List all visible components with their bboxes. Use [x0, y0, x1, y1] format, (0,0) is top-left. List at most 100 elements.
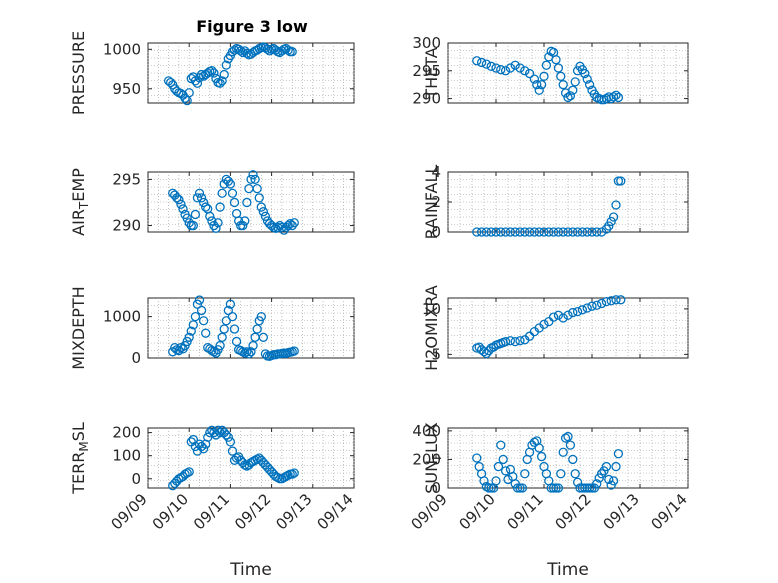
data-point — [289, 468, 299, 478]
data-point — [582, 227, 592, 237]
data-point — [493, 461, 504, 472]
data-point — [186, 326, 196, 336]
x-tick-label: 09/12 — [231, 490, 274, 533]
data-point — [536, 451, 547, 462]
data-point — [491, 227, 501, 237]
data-point — [242, 197, 252, 208]
data-point — [192, 193, 203, 203]
data-point — [221, 60, 231, 70]
data-point — [608, 212, 619, 222]
data-point — [570, 77, 580, 87]
data-point — [227, 446, 238, 456]
data-point — [260, 211, 271, 221]
data-point — [491, 63, 501, 73]
data-point — [258, 207, 269, 217]
data-point — [611, 90, 621, 100]
data-point — [524, 68, 535, 79]
data-point — [505, 63, 516, 73]
data-point — [198, 316, 209, 326]
subplot-terr_msl: 0 100 200 TERRMSL 09/0909/1009/1109/1209/130… — [69, 422, 357, 580]
data-point — [240, 460, 250, 470]
data-point — [611, 461, 621, 472]
data-point — [582, 303, 592, 313]
x-tick-label: 09/09 — [408, 490, 451, 533]
data-point — [539, 319, 549, 330]
data-point — [225, 179, 236, 189]
y-tick-label: 0 — [431, 223, 441, 241]
y-tick-label: 0 — [131, 470, 141, 488]
data-point — [196, 69, 207, 80]
data-point — [289, 218, 299, 228]
data-point — [539, 71, 549, 81]
data-point — [196, 305, 207, 316]
subplot-mixdepth: 0 1000 MIXDEPTH — [69, 286, 355, 370]
data-point — [486, 61, 496, 71]
data-point — [500, 66, 511, 76]
data-point — [174, 345, 184, 356]
data-point — [223, 432, 233, 442]
data-point — [479, 346, 489, 357]
data-point — [534, 85, 544, 95]
data-point — [205, 427, 215, 438]
data-point — [213, 425, 223, 435]
data-point — [556, 71, 566, 81]
data-point — [472, 453, 482, 463]
data-point — [248, 170, 258, 180]
data-point — [515, 336, 525, 346]
data-point — [563, 227, 573, 237]
data-point — [616, 176, 626, 186]
data-point — [192, 78, 203, 88]
data-point — [529, 74, 540, 84]
data-point — [231, 336, 242, 347]
y-tick-label: 4 — [431, 163, 441, 181]
data-point — [238, 220, 248, 231]
data-point — [258, 332, 269, 342]
data-point — [481, 227, 492, 237]
data-point — [472, 56, 482, 66]
data-point — [211, 223, 221, 233]
data-point — [503, 474, 513, 485]
y-tick-label: 200 — [112, 424, 141, 442]
data-point — [520, 227, 530, 237]
y-tick-label: 0 — [431, 479, 441, 497]
data-point — [575, 483, 585, 493]
data-point — [577, 305, 588, 315]
data-point — [182, 468, 192, 478]
data-point — [207, 65, 217, 76]
data-point — [596, 298, 607, 309]
data-point — [587, 301, 597, 311]
data-point — [548, 312, 559, 322]
data-point — [287, 47, 297, 57]
data-point — [532, 80, 542, 90]
x-tick-label: 09/12 — [552, 490, 595, 533]
data-point — [188, 220, 198, 231]
y-axis-label: TERRMSL — [69, 422, 91, 495]
data-point — [512, 483, 523, 493]
data-point — [548, 483, 559, 493]
y-axis-label: MIXDEPTH — [69, 286, 88, 369]
data-point — [491, 476, 501, 486]
data-point — [242, 48, 252, 58]
data-point — [277, 222, 287, 233]
y-tick-label: 295 — [412, 62, 441, 80]
data-point — [572, 477, 583, 487]
data-point — [217, 332, 227, 342]
data-point — [587, 227, 597, 237]
x-axis-label: Time — [229, 560, 272, 580]
data-point — [229, 324, 240, 334]
y-tick-label: 2 — [431, 193, 441, 211]
data-point — [476, 57, 487, 68]
data-point — [544, 227, 554, 237]
data-point — [584, 80, 595, 90]
data-point — [553, 63, 564, 73]
data-point — [174, 195, 184, 205]
data-point — [563, 310, 573, 320]
data-point — [500, 227, 511, 237]
data-point — [479, 476, 489, 486]
data-point — [252, 324, 262, 334]
data-point — [582, 483, 592, 493]
data-point — [529, 437, 540, 447]
